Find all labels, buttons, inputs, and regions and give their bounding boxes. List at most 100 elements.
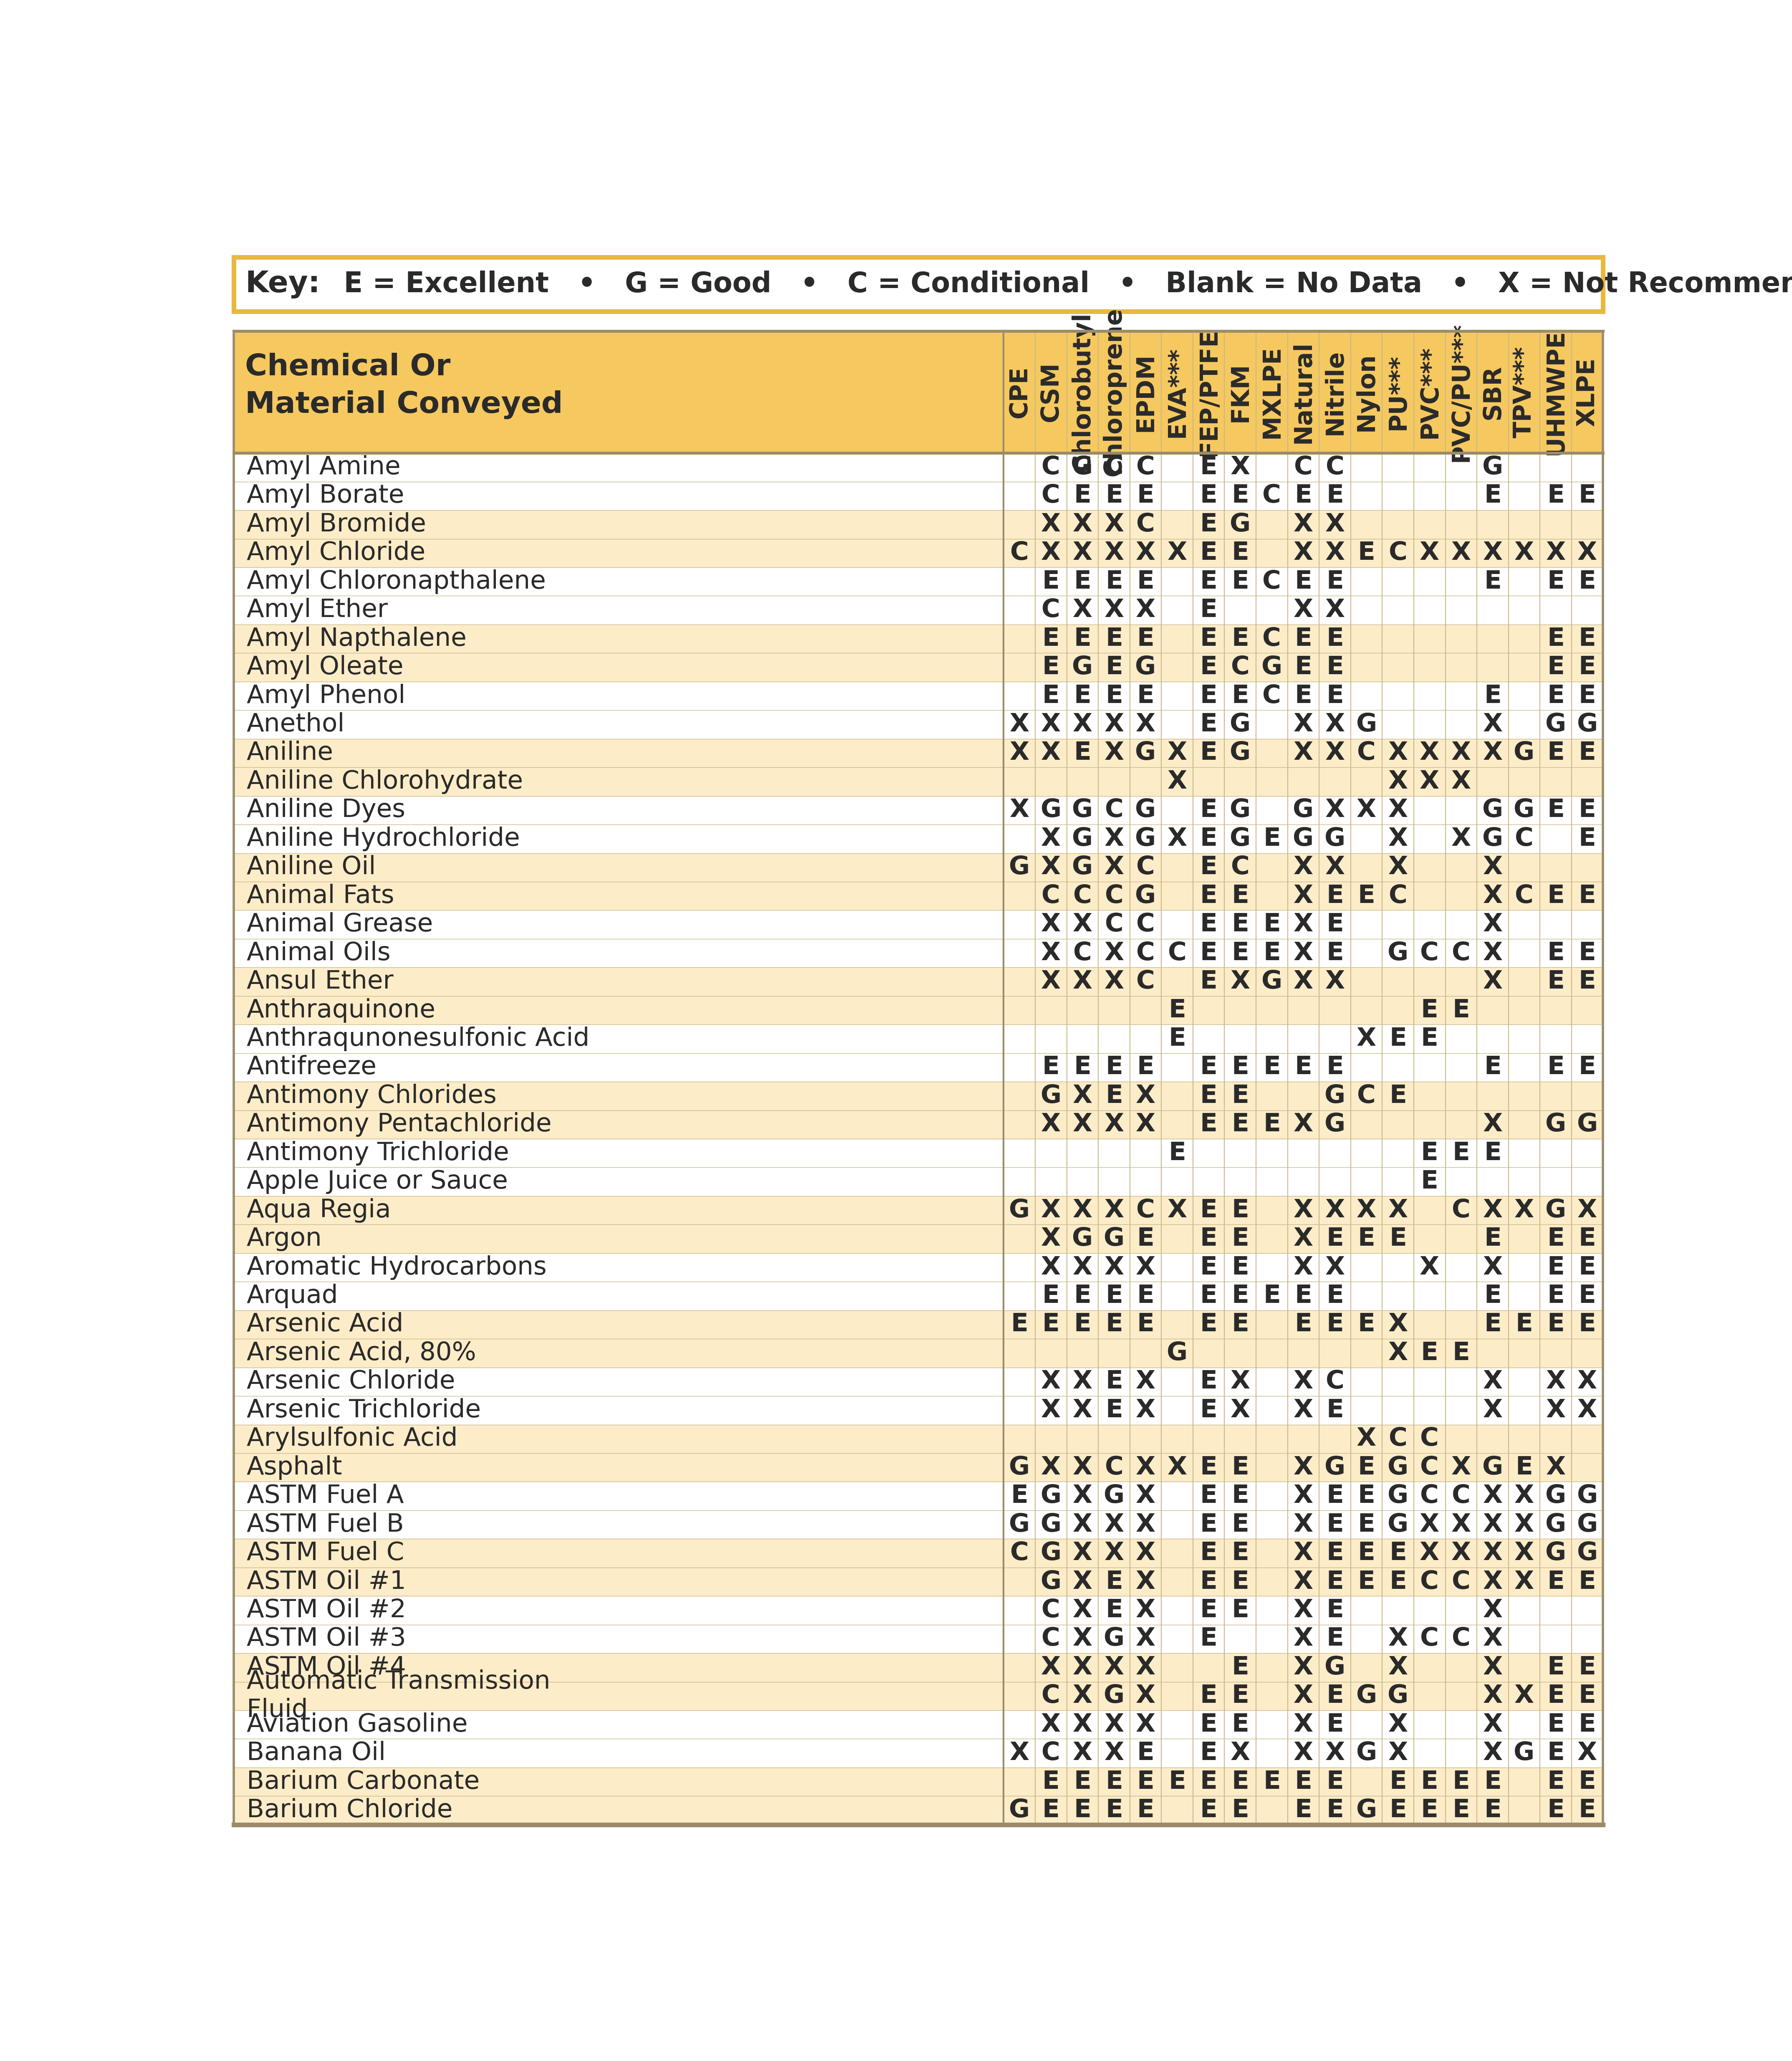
- Bar: [233, 1253, 1604, 1282]
- Text: X: X: [1482, 713, 1502, 738]
- Text: XLPE: XLPE: [1575, 357, 1598, 427]
- Text: E: E: [1231, 1084, 1249, 1109]
- Text: E: E: [1201, 1113, 1217, 1138]
- Text: E: E: [1546, 1313, 1564, 1338]
- Text: X: X: [1294, 1484, 1314, 1509]
- Text: E: E: [1073, 1284, 1091, 1309]
- Text: E: E: [1484, 1284, 1502, 1309]
- Bar: [233, 1395, 1604, 1424]
- Text: E: E: [1136, 1770, 1154, 1793]
- Bar: [233, 1682, 1604, 1711]
- Text: X: X: [1294, 540, 1314, 565]
- Bar: [233, 332, 1604, 453]
- Text: X: X: [1452, 1513, 1471, 1538]
- Bar: [233, 1167, 1604, 1195]
- Text: X: X: [1009, 1742, 1029, 1766]
- Text: E: E: [1201, 1284, 1217, 1309]
- Text: Nitrile: Nitrile: [1322, 348, 1348, 435]
- Text: X: X: [1073, 1568, 1093, 1593]
- Text: G: G: [1009, 1797, 1030, 1822]
- Text: E: E: [1546, 884, 1564, 909]
- Bar: [233, 682, 1604, 711]
- Text: E: E: [1263, 1055, 1281, 1080]
- Text: ASTM Fuel C: ASTM Fuel C: [247, 1542, 405, 1566]
- Text: G: G: [1577, 713, 1598, 738]
- Text: E: E: [1326, 1770, 1344, 1793]
- Bar: [233, 1511, 1604, 1540]
- Text: X: X: [1482, 1626, 1502, 1651]
- Text: C: C: [1326, 455, 1344, 480]
- Text: C: C: [1104, 455, 1124, 480]
- Text: E: E: [1546, 1684, 1564, 1709]
- Text: C: C: [1421, 940, 1439, 965]
- Text: E: E: [1263, 1113, 1281, 1138]
- Text: G: G: [1324, 826, 1346, 851]
- Bar: [233, 1282, 1604, 1311]
- Text: X: X: [1167, 826, 1186, 851]
- Text: E: E: [1106, 1313, 1124, 1338]
- Bar: [233, 258, 1604, 311]
- Text: E: E: [1201, 1455, 1217, 1480]
- Text: E: E: [1168, 998, 1186, 1022]
- Text: G: G: [1545, 1113, 1566, 1138]
- Text: E: E: [1201, 1369, 1217, 1393]
- Text: X: X: [1167, 740, 1186, 765]
- Bar: [233, 511, 1604, 538]
- Text: E: E: [1546, 484, 1564, 509]
- Text: E: E: [1484, 1142, 1502, 1164]
- Text: E: E: [1452, 1142, 1469, 1164]
- Text: Antimony Chlorides: Antimony Chlorides: [247, 1084, 496, 1109]
- Text: G: G: [1229, 713, 1251, 738]
- Bar: [233, 767, 1604, 796]
- Text: X: X: [1073, 1684, 1093, 1709]
- Text: E: E: [1106, 1770, 1124, 1793]
- Text: C: C: [1294, 455, 1314, 480]
- Text: G: G: [1324, 1113, 1346, 1138]
- Text: Chemical Or
Material Conveyed: Chemical Or Material Conveyed: [246, 352, 563, 418]
- Text: E: E: [1326, 1313, 1344, 1338]
- Text: X: X: [1514, 1684, 1534, 1709]
- Text: E: E: [1231, 1113, 1249, 1138]
- Text: X: X: [1041, 1713, 1061, 1737]
- Text: E: E: [1201, 798, 1217, 822]
- Text: C: C: [1514, 884, 1534, 909]
- Text: X: X: [1389, 769, 1409, 793]
- Text: C: C: [1136, 940, 1156, 965]
- Text: Amyl Chloride: Amyl Chloride: [247, 540, 425, 565]
- Text: E: E: [1201, 684, 1217, 709]
- Text: G: G: [1577, 1542, 1598, 1566]
- Text: X: X: [1294, 913, 1314, 938]
- Text: X: X: [1482, 913, 1502, 938]
- Text: X: X: [1482, 1255, 1502, 1280]
- Text: E: E: [1358, 1542, 1374, 1566]
- Text: G: G: [1545, 1197, 1566, 1222]
- Text: X: X: [1073, 1455, 1093, 1480]
- Text: G: G: [1041, 1084, 1061, 1109]
- Text: E: E: [1231, 1055, 1249, 1080]
- Text: C: C: [1104, 913, 1124, 938]
- Text: X: X: [1041, 713, 1061, 738]
- Text: G: G: [1482, 826, 1503, 851]
- Text: C: C: [1136, 1197, 1156, 1222]
- Bar: [233, 1453, 1604, 1482]
- Text: X: X: [1419, 740, 1439, 765]
- Text: Automatic Transmission
Fluid: Automatic Transmission Fluid: [247, 1669, 550, 1723]
- Text: C: C: [1073, 940, 1091, 965]
- Text: ASTM Oil #1: ASTM Oil #1: [247, 1568, 407, 1593]
- Bar: [233, 911, 1604, 940]
- Text: E: E: [1201, 969, 1217, 993]
- Text: C: C: [1389, 884, 1407, 909]
- Text: X: X: [1482, 1542, 1502, 1566]
- Text: EVA***: EVA***: [1165, 346, 1190, 437]
- Text: C: C: [1073, 884, 1091, 909]
- Text: E: E: [1106, 1397, 1124, 1422]
- Bar: [233, 1082, 1604, 1111]
- Text: E: E: [1201, 455, 1217, 480]
- Text: C: C: [1104, 1455, 1124, 1480]
- Text: C: C: [1041, 484, 1061, 509]
- Text: Asphalt: Asphalt: [247, 1455, 342, 1480]
- Text: E: E: [1231, 1313, 1249, 1338]
- Text: E: E: [1326, 1713, 1344, 1737]
- Text: E: E: [1484, 1797, 1502, 1822]
- Text: X: X: [1294, 1197, 1314, 1222]
